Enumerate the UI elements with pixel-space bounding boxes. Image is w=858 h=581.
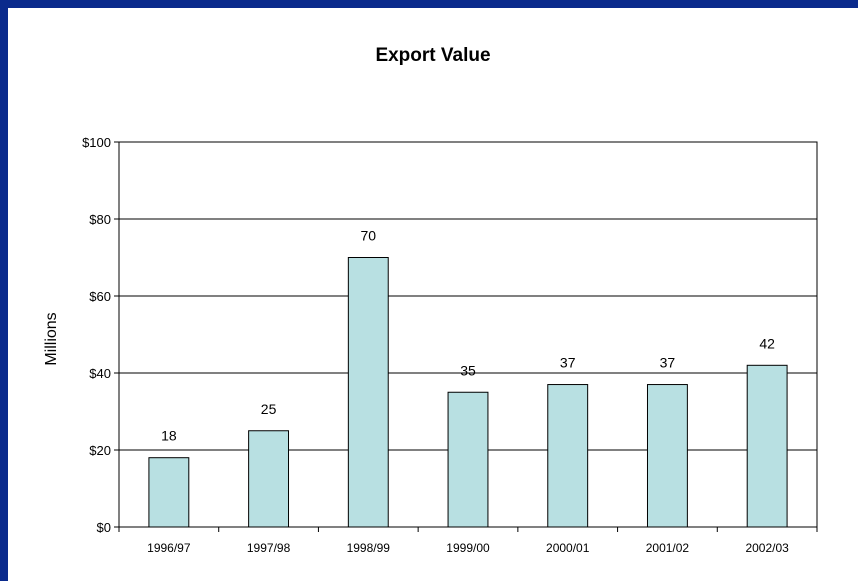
y-tick-label: $60 [89, 289, 111, 304]
data-label: 35 [460, 362, 476, 378]
bar [746, 364, 788, 528]
data-label: 70 [360, 228, 376, 244]
bar [547, 384, 589, 528]
y-tick-label: $100 [82, 135, 111, 150]
x-tick-label: 2000/01 [546, 541, 590, 555]
x-tick-label: 2001/02 [646, 541, 690, 555]
y-tick-label: $40 [89, 366, 111, 381]
y-tick-label: $80 [89, 212, 111, 227]
x-tick-label: 1998/99 [347, 541, 391, 555]
x-tick-label: 1997/98 [247, 541, 291, 555]
data-label: 18 [161, 428, 177, 444]
bar [248, 430, 290, 528]
y-tick-label: $20 [89, 443, 111, 458]
bar [347, 257, 389, 528]
bar [447, 391, 489, 528]
x-tick-label: 1999/00 [446, 541, 490, 555]
data-label: 37 [660, 355, 676, 371]
chart-title: Export Value [375, 45, 491, 66]
bar [148, 457, 190, 528]
bar [646, 384, 688, 528]
x-tick-label: 1996/97 [147, 541, 191, 555]
data-label: 42 [759, 335, 775, 351]
data-label: 37 [560, 355, 576, 371]
x-tick-label: 2002/03 [745, 541, 789, 555]
y-tick-label: $0 [97, 520, 111, 535]
data-label: 25 [261, 401, 277, 417]
